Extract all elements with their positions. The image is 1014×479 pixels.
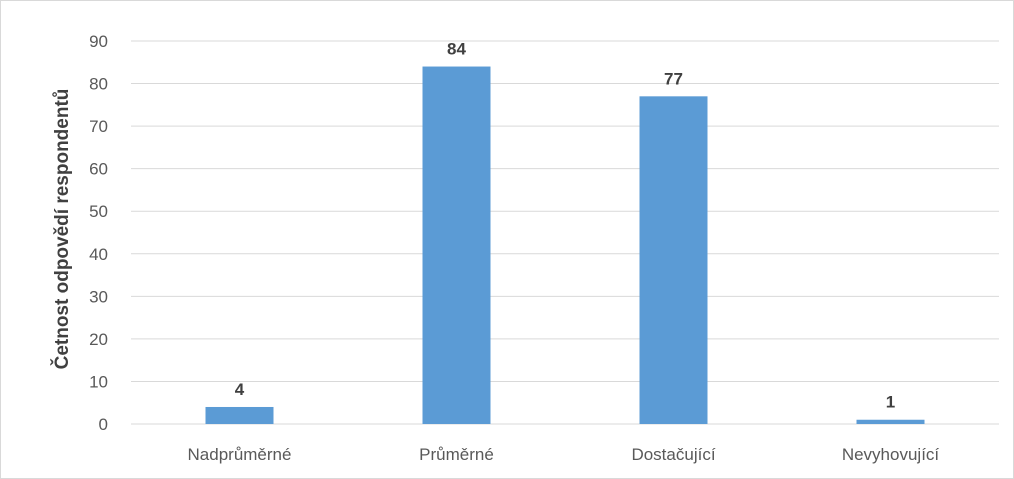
bar	[422, 66, 491, 425]
bars	[205, 66, 925, 425]
y-tick-label: 40	[89, 245, 108, 264]
y-tick-label: 20	[89, 330, 108, 349]
gridlines	[131, 40, 999, 425]
bar	[205, 406, 274, 424]
data-label: 1	[886, 393, 895, 412]
x-tick-label: Průměrné	[419, 445, 494, 464]
data-labels: 4 84 77 1	[235, 40, 895, 412]
y-tick-label: 0	[99, 415, 108, 434]
bar	[856, 419, 925, 424]
y-tick-label: 30	[89, 287, 108, 306]
y-tick-label: 80	[89, 75, 108, 94]
bar	[639, 96, 708, 425]
x-tick-label: Nadprůměrné	[188, 445, 292, 464]
data-label: 84	[447, 40, 466, 59]
y-tick-label: 10	[89, 372, 108, 391]
data-label: 77	[664, 69, 683, 88]
x-tick-label: Dostačující	[631, 445, 715, 464]
y-tick-labels: 0 10 20 30 40 50 60 70 80 90	[89, 32, 108, 434]
y-tick-label: 90	[89, 32, 108, 51]
y-tick-label: 70	[89, 117, 108, 136]
y-axis-title: Četnost odpovědí respondentů	[51, 89, 73, 370]
x-tick-labels: Nadprůměrné Průměrné Dostačující Nevyhovují…	[188, 445, 940, 464]
y-tick-label: 60	[89, 160, 108, 179]
data-label: 4	[235, 380, 245, 399]
x-tick-label: Nevyhovující	[842, 445, 940, 464]
y-tick-label: 50	[89, 202, 108, 221]
